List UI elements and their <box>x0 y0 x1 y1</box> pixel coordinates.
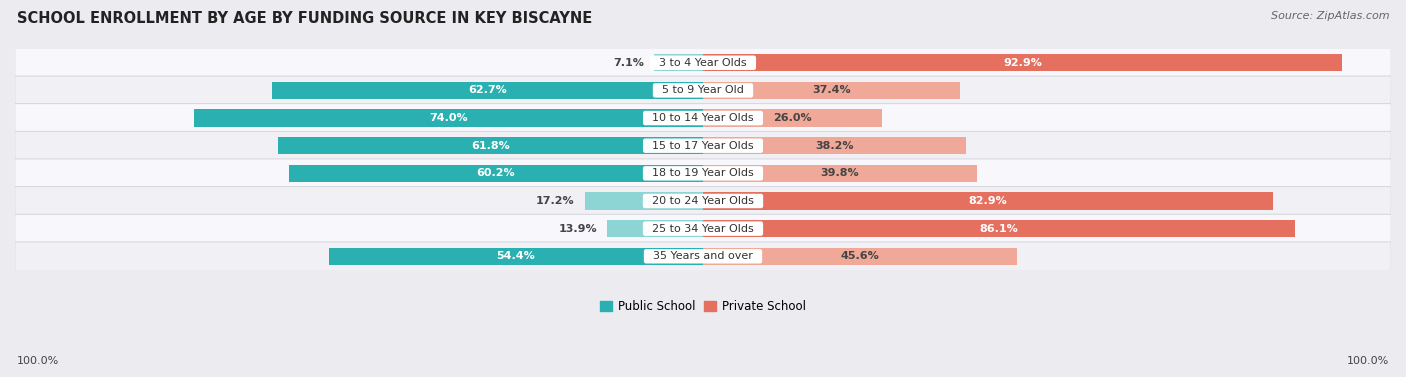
Bar <box>703 192 1274 210</box>
Text: 25 to 34 Year Olds: 25 to 34 Year Olds <box>645 224 761 234</box>
Bar <box>703 109 882 127</box>
Text: 54.4%: 54.4% <box>496 251 536 261</box>
Legend: Public School, Private School: Public School, Private School <box>600 300 806 313</box>
Bar <box>654 54 703 71</box>
Bar <box>703 220 1295 237</box>
Text: Source: ZipAtlas.com: Source: ZipAtlas.com <box>1271 11 1389 21</box>
Bar <box>194 109 703 127</box>
Text: 20 to 24 Year Olds: 20 to 24 Year Olds <box>645 196 761 206</box>
Bar <box>607 220 703 237</box>
Text: 10 to 14 Year Olds: 10 to 14 Year Olds <box>645 113 761 123</box>
Text: 37.4%: 37.4% <box>813 86 851 95</box>
Bar <box>278 137 703 154</box>
Bar <box>703 165 977 182</box>
Text: 92.9%: 92.9% <box>1002 58 1042 68</box>
Text: 86.1%: 86.1% <box>980 224 1018 234</box>
Bar <box>703 137 966 154</box>
FancyBboxPatch shape <box>15 104 1391 132</box>
Text: 100.0%: 100.0% <box>1347 356 1389 366</box>
FancyBboxPatch shape <box>15 214 1391 243</box>
Bar <box>585 192 703 210</box>
Bar <box>703 248 1017 265</box>
Text: 61.8%: 61.8% <box>471 141 510 151</box>
Text: 82.9%: 82.9% <box>969 196 1008 206</box>
Text: 62.7%: 62.7% <box>468 86 506 95</box>
FancyBboxPatch shape <box>15 131 1391 160</box>
Bar <box>329 248 703 265</box>
Text: 18 to 19 Year Olds: 18 to 19 Year Olds <box>645 169 761 178</box>
Text: 7.1%: 7.1% <box>613 58 644 68</box>
FancyBboxPatch shape <box>15 187 1391 215</box>
Text: 17.2%: 17.2% <box>536 196 574 206</box>
Text: 100.0%: 100.0% <box>17 356 59 366</box>
Text: 15 to 17 Year Olds: 15 to 17 Year Olds <box>645 141 761 151</box>
FancyBboxPatch shape <box>15 242 1391 271</box>
FancyBboxPatch shape <box>15 76 1391 105</box>
Text: 38.2%: 38.2% <box>815 141 853 151</box>
Text: 60.2%: 60.2% <box>477 169 515 178</box>
Text: 13.9%: 13.9% <box>558 224 598 234</box>
Bar <box>703 82 960 99</box>
Text: 74.0%: 74.0% <box>429 113 468 123</box>
Bar <box>271 82 703 99</box>
FancyBboxPatch shape <box>15 159 1391 188</box>
Bar <box>703 54 1343 71</box>
Bar <box>288 165 703 182</box>
Text: 35 Years and over: 35 Years and over <box>647 251 759 261</box>
Text: 39.8%: 39.8% <box>821 169 859 178</box>
Text: 45.6%: 45.6% <box>841 251 879 261</box>
FancyBboxPatch shape <box>15 48 1391 77</box>
Text: 5 to 9 Year Old: 5 to 9 Year Old <box>655 86 751 95</box>
Text: SCHOOL ENROLLMENT BY AGE BY FUNDING SOURCE IN KEY BISCAYNE: SCHOOL ENROLLMENT BY AGE BY FUNDING SOUR… <box>17 11 592 26</box>
Text: 3 to 4 Year Olds: 3 to 4 Year Olds <box>652 58 754 68</box>
Text: 26.0%: 26.0% <box>773 113 811 123</box>
